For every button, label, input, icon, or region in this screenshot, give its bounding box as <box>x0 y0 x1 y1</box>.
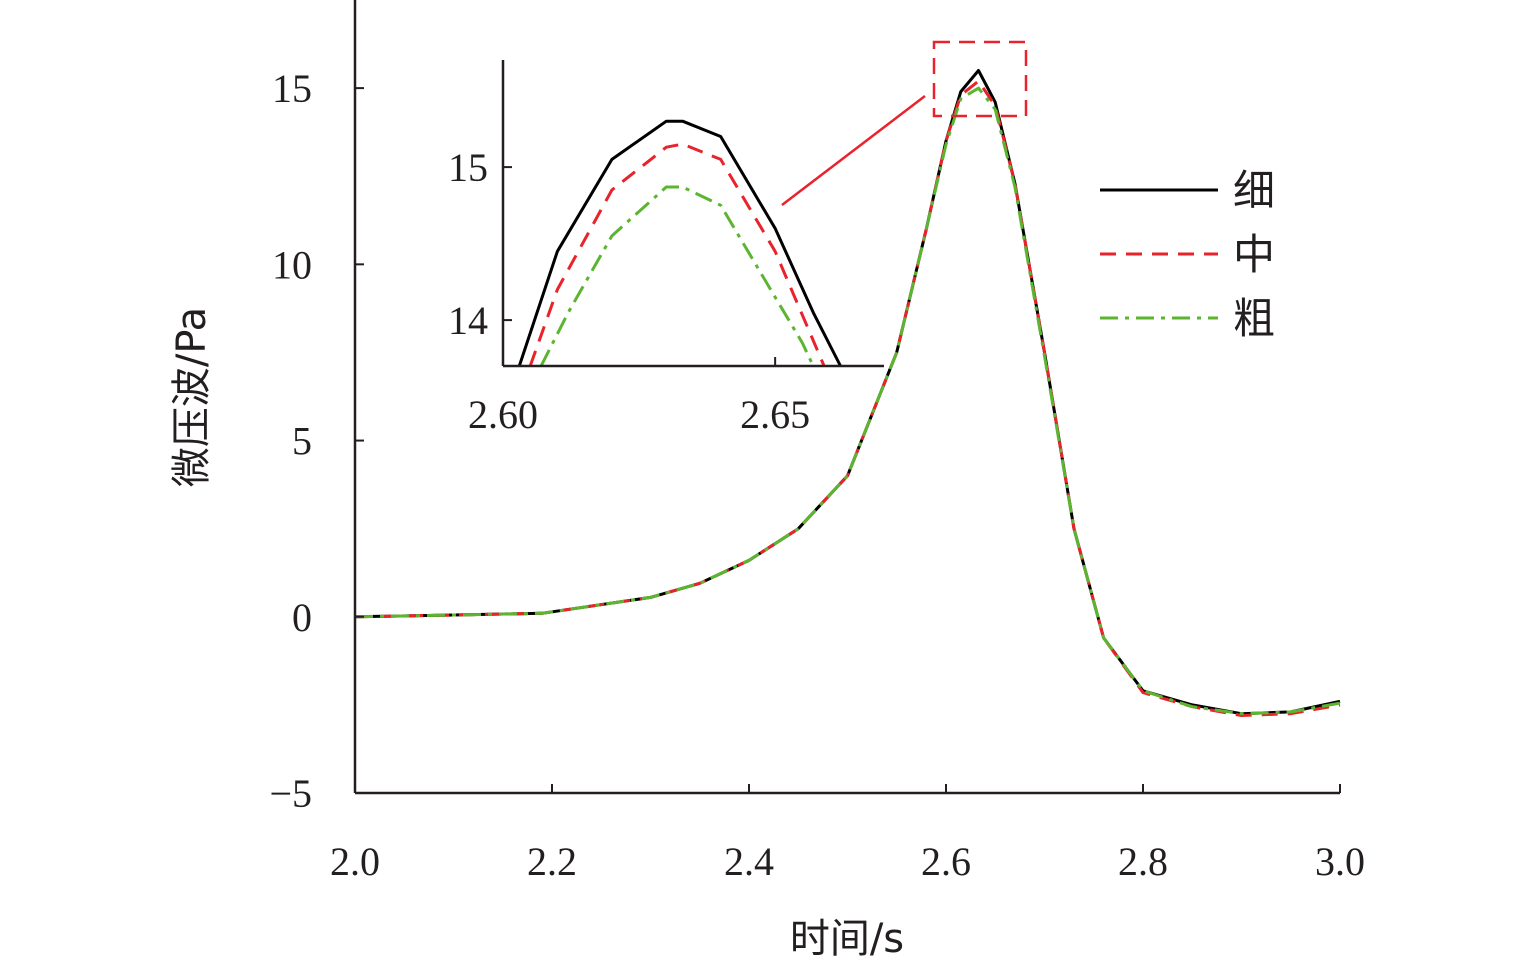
main-y-ticks: −5 0 5 10 15 <box>269 66 364 816</box>
inset-y-tick-label-1: 15 <box>448 145 488 190</box>
main-y-tick-label-0: −5 <box>269 771 312 816</box>
inset-series-line-2 <box>539 185 815 367</box>
zoom-region-box <box>932 40 1028 118</box>
main-plot: 2.0 2.2 2.4 2.6 2.8 3.0 −5 0 5 10 15 时间/s 微压波/Pa <box>169 0 1365 962</box>
main-x-tick-label-2: 2.4 <box>724 839 774 884</box>
main-series-group <box>354 69 1341 717</box>
main-x-tick-label-3: 2.6 <box>921 839 971 884</box>
inset-y-tick-label-0: 14 <box>448 298 488 343</box>
inset-y-ticks: 14 15 <box>448 145 512 343</box>
inset-x-ticks: 2.60 2.65 <box>468 357 810 437</box>
y-axis-title: 微压波/Pa <box>169 307 215 487</box>
zoom-connector-line <box>781 95 926 206</box>
main-x-tick-label-4: 2.8 <box>1118 839 1168 884</box>
inset-series-line-1 <box>528 142 826 367</box>
main-x-tick-label-1: 2.2 <box>527 839 577 884</box>
legend: 细中粗 <box>1100 166 1275 343</box>
main-series-line-2 <box>354 86 1341 716</box>
inset-x-tick-label-0: 2.60 <box>468 392 538 437</box>
legend-label-1: 中 <box>1233 230 1275 279</box>
legend-label-2: 粗 <box>1233 294 1275 343</box>
inset-series-group <box>517 119 842 367</box>
main-y-tick-label-2: 5 <box>292 419 312 464</box>
main-x-tick-label-5: 3.0 <box>1315 839 1365 884</box>
inset-plot: 2.60 2.65 14 15 <box>448 60 884 437</box>
main-x-ticks: 2.0 2.2 2.4 2.6 2.8 3.0 <box>330 784 1365 884</box>
main-y-tick-label-1: 0 <box>292 595 312 640</box>
main-x-tick-label-0: 2.0 <box>330 839 380 884</box>
inset-series-line-0 <box>517 119 842 367</box>
legend-label-0: 细 <box>1233 166 1275 215</box>
x-axis-title: 时间/s <box>790 916 904 962</box>
main-y-tick-label-3: 10 <box>272 242 312 287</box>
main-y-tick-label-4: 15 <box>272 66 312 111</box>
inset-x-tick-label-1: 2.65 <box>740 392 810 437</box>
